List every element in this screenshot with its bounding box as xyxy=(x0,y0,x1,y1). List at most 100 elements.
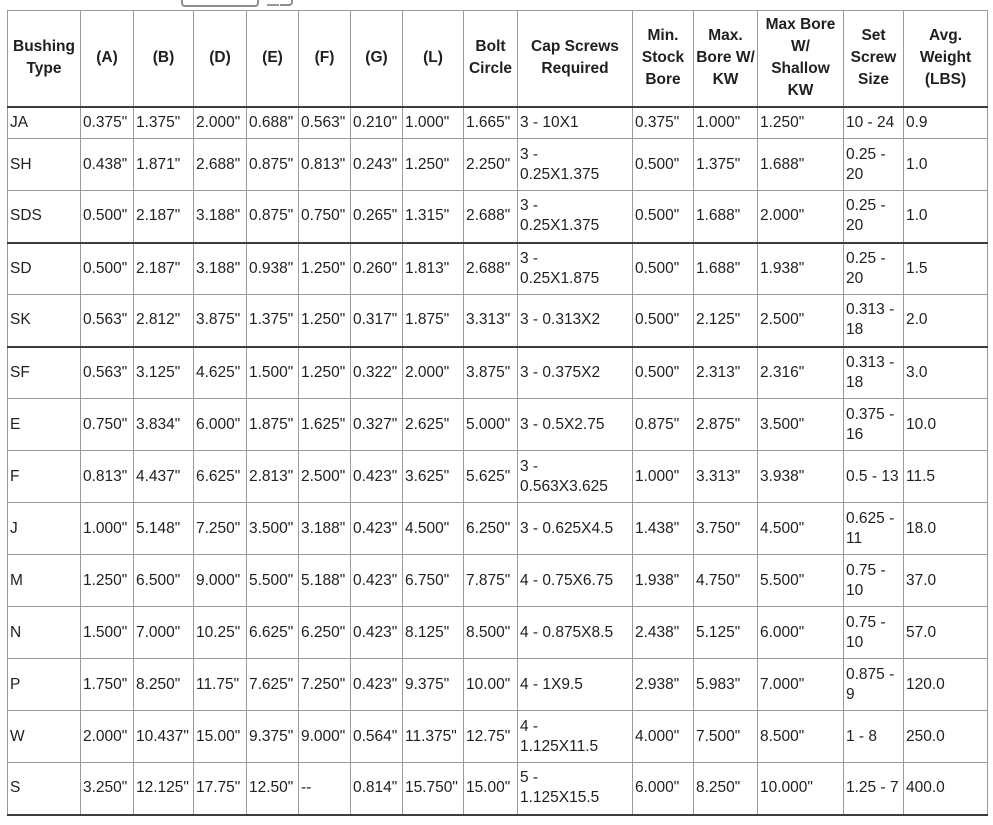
cell-e: 12.50" xyxy=(246,762,299,816)
cell-e: 1.875" xyxy=(246,398,299,451)
cell-b: 10.437" xyxy=(133,710,194,763)
cell-d: 11.75" xyxy=(193,658,247,711)
cell-type: JA xyxy=(7,106,81,139)
cell-avg_weight: 37.0 xyxy=(903,554,988,607)
cell-d: 3.875" xyxy=(193,294,247,347)
cell-set_screw_size: 0.375 - 16 xyxy=(843,398,904,451)
cell-type: SD xyxy=(7,241,81,295)
cell-f: 1.250" xyxy=(298,294,351,347)
cell-cap_screws: 3 - 0.5X2.75 xyxy=(517,398,633,451)
cell-a: 0.500" xyxy=(80,241,134,295)
column-header-avg_weight: Avg. Weight (LBS) xyxy=(903,10,988,108)
cell-b: 2.187" xyxy=(133,241,194,295)
cell-cap_screws: 3 - 0.25X1.375 xyxy=(517,138,633,191)
cell-e: 1.500" xyxy=(246,345,299,399)
cell-b: 6.500" xyxy=(133,554,194,607)
column-header-min_stock_bore: Min. Stock Bore xyxy=(632,10,694,108)
cell-l: 4.500" xyxy=(402,502,464,555)
cell-max_bore_kw: 7.500" xyxy=(693,710,758,763)
cell-g: 0.423" xyxy=(350,554,403,607)
cell-e: 9.375" xyxy=(246,710,299,763)
cell-max_bore_kw: 4.750" xyxy=(693,554,758,607)
cell-min_stock_bore: 0.500" xyxy=(632,138,694,191)
cell-type: SF xyxy=(7,345,81,399)
cell-max_bore_kw: 1.375" xyxy=(693,138,758,191)
cell-avg_weight: 10.0 xyxy=(903,398,988,451)
cell-max_bore_shallow_kw: 8.500" xyxy=(757,710,844,763)
cell-cap_screws: 3 - 0.25X1.875 xyxy=(517,241,633,295)
cell-max_bore_shallow_kw: 1.938" xyxy=(757,241,844,295)
cell-type: M xyxy=(7,554,81,607)
cell-d: 10.25" xyxy=(193,606,247,659)
cell-bolt_circle: 5.625" xyxy=(463,450,518,503)
cell-avg_weight: 1.5 xyxy=(903,241,988,295)
cell-max_bore_shallow_kw: 4.500" xyxy=(757,502,844,555)
cell-max_bore_shallow_kw: 3.500" xyxy=(757,398,844,451)
column-header-cap_screws: Cap Screws Required xyxy=(517,10,633,108)
cell-a: 2.000" xyxy=(80,710,134,763)
cell-a: 0.438" xyxy=(80,138,134,191)
cell-a: 1.750" xyxy=(80,658,134,711)
cell-d: 3.188" xyxy=(193,241,247,295)
cell-set_screw_size: 0.875 - 9 xyxy=(843,658,904,711)
cell-set_screw_size: 0.25 - 20 xyxy=(843,241,904,295)
cell-type: W xyxy=(7,710,81,763)
cell-avg_weight: 1.0 xyxy=(903,190,988,243)
cell-bolt_circle: 2.688" xyxy=(463,190,518,243)
cell-d: 6.625" xyxy=(193,450,247,503)
cell-e: 7.625" xyxy=(246,658,299,711)
cell-d: 7.250" xyxy=(193,502,247,555)
cell-a: 0.500" xyxy=(80,190,134,243)
cell-l: 1.315" xyxy=(402,190,464,243)
cutoff-input-fragment[interactable] xyxy=(181,0,259,7)
cell-type: F xyxy=(7,450,81,503)
cell-max_bore_shallow_kw: 7.000" xyxy=(757,658,844,711)
cell-min_stock_bore: 0.500" xyxy=(632,190,694,243)
cell-max_bore_kw: 8.250" xyxy=(693,762,758,816)
cell-e: 0.938" xyxy=(246,241,299,295)
cell-cap_screws: 5 - 1.125X15.5 xyxy=(517,762,633,816)
cell-l: 2.625" xyxy=(402,398,464,451)
cell-e: 0.875" xyxy=(246,138,299,191)
table-row: S 3.250" 12.125" 17.75" 12.50" -- 0.814" 15.750… xyxy=(7,762,988,816)
cell-type: S xyxy=(7,762,81,816)
cutoff-button-fragment[interactable] xyxy=(280,0,293,6)
cell-b: 5.148" xyxy=(133,502,194,555)
cell-l: 1.875" xyxy=(402,294,464,347)
cell-b: 2.812" xyxy=(133,294,194,347)
cell-l: 8.125" xyxy=(402,606,464,659)
cell-cap_screws: 3 - 0.625X4.5 xyxy=(517,502,633,555)
cell-max_bore_kw: 5.983" xyxy=(693,658,758,711)
cell-avg_weight: 57.0 xyxy=(903,606,988,659)
cell-a: 0.375" xyxy=(80,106,134,139)
cell-avg_weight: 250.0 xyxy=(903,710,988,763)
cell-max_bore_shallow_kw: 6.000" xyxy=(757,606,844,659)
cell-e: 5.500" xyxy=(246,554,299,607)
table-row: SH 0.438" 1.871" 2.688" 0.875" 0.813" 0.243" 1.… xyxy=(7,138,988,191)
table-row: SK 0.563" 2.812" 3.875" 1.375" 1.250" 0.317" 1.… xyxy=(7,294,988,347)
cell-min_stock_bore: 0.875" xyxy=(632,398,694,451)
cell-d: 9.000" xyxy=(193,554,247,607)
cell-l: 15.750" xyxy=(402,762,464,816)
cell-l: 3.625" xyxy=(402,450,464,503)
cell-g: 0.327" xyxy=(350,398,403,451)
cell-min_stock_bore: 1.938" xyxy=(632,554,694,607)
cell-set_screw_size: 0.625 - 11 xyxy=(843,502,904,555)
cell-set_screw_size: 0.25 - 20 xyxy=(843,190,904,243)
cell-bolt_circle: 1.665" xyxy=(463,106,518,139)
column-header-type: Bushing Type xyxy=(7,10,81,108)
cell-bolt_circle: 12.75" xyxy=(463,710,518,763)
cell-bolt_circle: 3.313" xyxy=(463,294,518,347)
cell-cap_screws: 3 - 0.25X1.375 xyxy=(517,190,633,243)
cell-type: E xyxy=(7,398,81,451)
column-header-a: (A) xyxy=(80,10,134,108)
cell-e: 6.625" xyxy=(246,606,299,659)
cell-type: J xyxy=(7,502,81,555)
column-header-b: (B) xyxy=(133,10,194,108)
cell-g: 0.564" xyxy=(350,710,403,763)
cell-bolt_circle: 3.875" xyxy=(463,345,518,399)
cell-min_stock_bore: 0.500" xyxy=(632,241,694,295)
cell-avg_weight: 0.9 xyxy=(903,106,988,139)
cell-type: SK xyxy=(7,294,81,347)
cell-l: 6.750" xyxy=(402,554,464,607)
